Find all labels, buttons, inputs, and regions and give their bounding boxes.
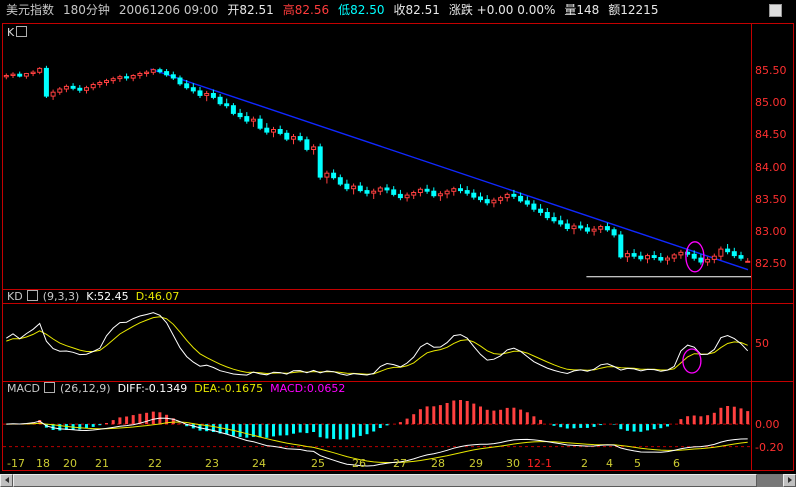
price-axis-label: 85.50 xyxy=(755,64,787,78)
date-axis-label: 27 xyxy=(393,457,407,470)
kd-collapse-icon[interactable] xyxy=(26,290,38,301)
scrollbar-thumb[interactable] xyxy=(13,474,757,487)
breakout-circle-annotation xyxy=(685,241,705,273)
kd-circle-annotation xyxy=(682,348,702,374)
kd-k-value: K:52.45 xyxy=(86,290,129,303)
kd-label: KD xyxy=(7,290,23,303)
scroll-left-button[interactable] xyxy=(0,474,13,487)
macd-panel[interactable] xyxy=(3,396,751,470)
separator xyxy=(2,303,794,304)
macd-chart[interactable] xyxy=(3,396,751,470)
macd-dea-value: DEA:-0.1675 xyxy=(194,382,264,395)
date-axis-label: 29 xyxy=(469,457,483,470)
macd-collapse-icon[interactable] xyxy=(43,382,55,393)
main-indicator-label: K xyxy=(7,26,32,39)
date-axis-label: -17 xyxy=(7,457,25,470)
date-axis-label: 30 xyxy=(506,457,520,470)
topbar-field: 收82.51 xyxy=(393,3,440,17)
kd-header: KD (9,3,3) K:52.45 D:46.07 xyxy=(3,290,751,303)
separator xyxy=(751,23,752,471)
main-collapse-icon[interactable] xyxy=(16,26,28,37)
macd-neg-label: -0.20 xyxy=(755,440,784,454)
kd-d-value: D:46.07 xyxy=(135,290,180,303)
window-restore-button[interactable] xyxy=(769,4,782,17)
kd-panel[interactable] xyxy=(3,304,751,381)
right-arrow-icon xyxy=(787,477,792,483)
title-bar: 美元指数 180分钟 20061206 09:00 开82.51 高82.56 低82.5… xyxy=(0,0,796,22)
date-axis: -17 18 20 21 22 23 24 25 26 27 28 29 30 12-1 2 4 5 6 xyxy=(3,457,751,470)
date-axis-label: 20 xyxy=(63,457,77,470)
separator xyxy=(2,289,794,290)
topbar-field: 涨跌 +0.00 0.00% xyxy=(448,3,556,17)
date-axis-label: 28 xyxy=(431,457,445,470)
date-axis-label: 22 xyxy=(148,457,162,470)
scroll-right-button[interactable] xyxy=(783,474,796,487)
separator xyxy=(793,23,794,471)
separator xyxy=(2,381,794,382)
kd-params: (9,3,3) xyxy=(42,290,80,303)
topbar-field: 开82.51 xyxy=(227,3,274,17)
date-axis-label: 23 xyxy=(205,457,219,470)
date-axis-label: 21 xyxy=(95,457,109,470)
macd-macd-value: MACD:0.0652 xyxy=(270,382,346,395)
price-axis-label: 83.00 xyxy=(755,224,787,238)
kd-axis-label: 50 xyxy=(755,336,769,350)
topbar-field: 180分钟 xyxy=(63,3,110,17)
k-label-text: K xyxy=(7,26,15,39)
topbar-field: 高82.56 xyxy=(282,3,330,17)
macd-zero-label: 0.00 xyxy=(755,418,780,432)
price-axis-label: 82.50 xyxy=(755,256,787,270)
date-axis-label: 5 xyxy=(634,457,641,470)
separator xyxy=(2,23,3,471)
price-axis-label: 85.00 xyxy=(755,96,787,110)
date-axis-label: 4 xyxy=(606,457,613,470)
candlestick-chart[interactable] xyxy=(3,24,751,289)
date-axis-label: 2 xyxy=(581,457,588,470)
price-axis-label: 83.50 xyxy=(755,192,787,206)
horizontal-scrollbar[interactable] xyxy=(0,474,796,487)
macd-diff-value: DIFF:-0.1349 xyxy=(117,382,188,395)
topbar-info: 美元指数 180分钟 20061206 09:00 开82.51 高82.56 低82.5… xyxy=(6,3,667,17)
topbar-field: 20061206 09:00 xyxy=(118,3,219,17)
price-axis-label: 84.50 xyxy=(755,128,787,142)
topbar-field: 量148 xyxy=(564,3,600,17)
topbar-field: 低82.50 xyxy=(338,3,385,17)
trend-line xyxy=(150,68,749,271)
macd-params: (26,12,9) xyxy=(59,382,111,395)
date-axis-label: 18 xyxy=(36,457,50,470)
separator xyxy=(2,470,794,471)
left-arrow-icon xyxy=(4,477,9,483)
separator xyxy=(2,23,794,24)
date-axis-label: 25 xyxy=(311,457,325,470)
candlestick-panel[interactable]: K xyxy=(3,24,751,289)
date-axis-label: 6 xyxy=(673,457,680,470)
date-axis-label: 24 xyxy=(252,457,266,470)
kd-chart[interactable] xyxy=(3,304,751,381)
macd-label: MACD xyxy=(7,382,40,395)
date-axis-label: 26 xyxy=(352,457,366,470)
date-axis-label: 12-1 xyxy=(527,457,552,470)
topbar-field: 额12215 xyxy=(608,3,659,17)
price-axis: 50 0.00 -0.20 85.50 85.00 84.50 84.00 83.50 8… xyxy=(752,23,793,471)
topbar-field: 美元指数 xyxy=(6,3,55,17)
price-axis-label: 84.00 xyxy=(755,160,787,174)
macd-header: MACD (26,12,9) DIFF:-0.1349 DEA:-0.1675 MACD… xyxy=(3,382,751,395)
